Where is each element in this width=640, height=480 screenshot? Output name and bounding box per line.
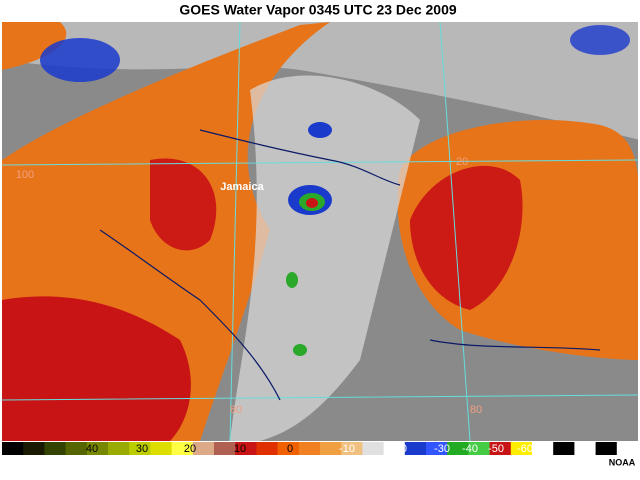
colorbar-swatch: [235, 442, 257, 455]
colorbar-label: -50: [488, 443, 504, 455]
colorbar-swatch: [192, 442, 215, 455]
colorbar-swatch: [65, 442, 88, 455]
grid-label: 100: [16, 169, 34, 181]
colorbar-label: (C): [620, 443, 635, 455]
colorbar-swatch: [362, 442, 385, 455]
colorbar-swatch: [108, 442, 130, 455]
colorbar-label: -60: [517, 443, 533, 455]
colorbar-swatch: [468, 442, 491, 455]
colorbar-swatch: [214, 442, 236, 455]
colorbar-swatch: [404, 442, 427, 455]
credit: NOAA: [609, 457, 636, 467]
colorbar-swatch: [23, 442, 45, 455]
colorbar: 40 30 20 10 0 -10 -20 -30 -40 -50 -60 (C): [2, 442, 639, 455]
colorbar-swatch: [532, 442, 554, 455]
colorbar-label: 0: [287, 443, 293, 455]
colorbar-swatch: [341, 442, 363, 455]
colorbar-swatch: [171, 442, 194, 455]
grid-label: 20: [456, 156, 468, 168]
satellite-image: [2, 22, 638, 441]
colorbar-swatch: [574, 442, 597, 455]
grid-label: 80: [470, 404, 482, 416]
colorbar-swatch: [298, 442, 321, 455]
colorbar-swatch: [86, 442, 109, 455]
colorbar-swatch: [256, 442, 279, 455]
place-label: Jamaica: [220, 181, 264, 193]
colorbar-swatch: [129, 442, 151, 455]
colorbar-swatch: [320, 442, 342, 455]
colorbar-swatch: [447, 442, 469, 455]
colorbar-swatch: [553, 442, 575, 455]
colorbar-swatch: [510, 442, 533, 455]
colorbar-label: -20: [391, 443, 407, 455]
colorbar-swatch: [616, 442, 639, 455]
colorbar-label: 20: [184, 443, 196, 455]
colorbar-label: -30: [434, 443, 450, 455]
colorbar-swatch: [44, 442, 67, 455]
colorbar-swatch: [426, 442, 448, 455]
colorbar-swatch: [383, 442, 406, 455]
colorbar-swatch: [150, 442, 173, 455]
colorbar-swatch: [489, 442, 512, 455]
colorbar-swatch: [277, 442, 300, 455]
colorbar-label: 10: [234, 443, 246, 455]
colorbar-label: 40: [86, 443, 98, 455]
colorbar-label: -40: [462, 443, 478, 455]
colorbar-label: -10: [339, 443, 355, 455]
title: GOES Water Vapor 0345 UTC 23 Dec 2009: [179, 2, 456, 18]
grid-label: 80: [230, 404, 242, 416]
colorbar-label: 30: [136, 443, 148, 455]
colorbar-swatch: [2, 442, 24, 455]
colorbar-swatch: [595, 442, 618, 455]
